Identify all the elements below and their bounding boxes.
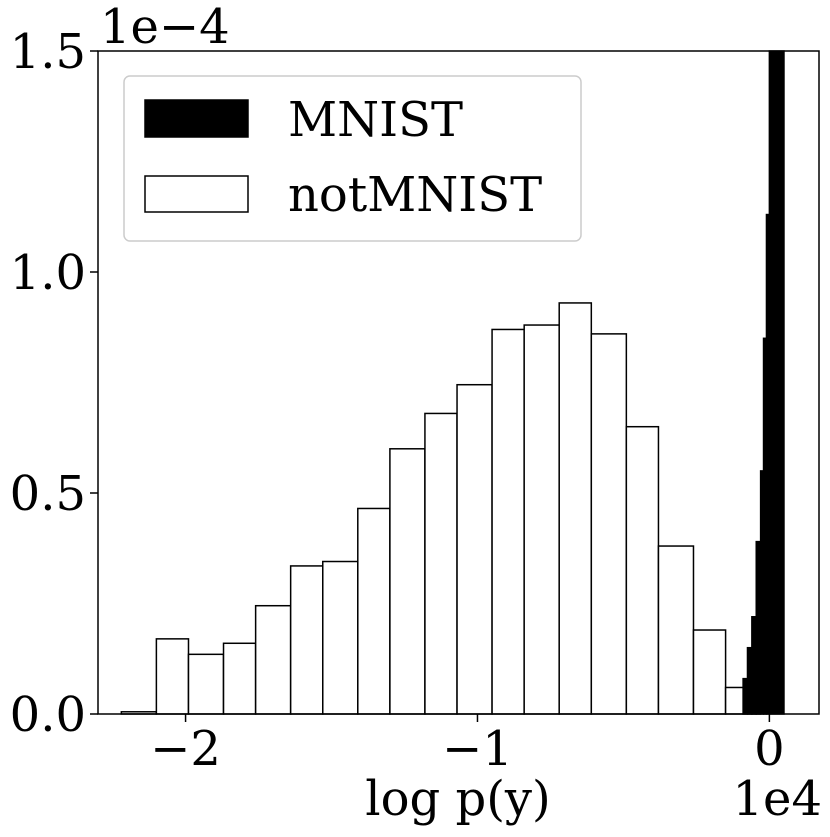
notmnist-bar	[254, 604, 292, 715]
notmnist-bar	[657, 545, 695, 715]
notmnist-bar	[590, 333, 628, 715]
y-tick-label: 1.5	[10, 24, 86, 80]
notmnist-bar	[222, 642, 257, 715]
y-scale-label: 1e−4	[100, 0, 230, 55]
notmnist-bar	[491, 328, 525, 715]
y-tick-label: 0.5	[10, 466, 86, 522]
notmnist-bar	[625, 425, 660, 715]
notmnist-bar	[456, 383, 493, 715]
notmnist-bar	[558, 302, 593, 715]
notmnist-bar	[155, 638, 190, 715]
notmnist-bar	[322, 560, 359, 715]
y-tick-label: 1.0	[10, 245, 86, 301]
legend-swatch-mnist	[144, 99, 249, 138]
legend-swatch-notmnist	[144, 175, 249, 213]
x-axis-label: log p(y)	[365, 771, 551, 827]
mnist-bar	[768, 50, 785, 715]
x-tick-label: −1	[442, 721, 513, 777]
x-tick-label: −2	[150, 721, 221, 777]
x-scale-label: 1e4	[733, 771, 822, 827]
mnist-bars	[742, 50, 785, 715]
notmnist-bar	[523, 324, 560, 715]
plot-frame	[97, 50, 820, 715]
x-tick-label: 0	[754, 721, 785, 777]
notmnist-bar	[692, 629, 727, 715]
notmnist-bar	[357, 507, 391, 715]
y-axis-ticks: 0.0 0.5 1.0 1.5	[10, 24, 98, 743]
y-tick-label: 0.0	[10, 687, 86, 743]
x-axis-ticks: −2 −1 0	[150, 714, 785, 777]
notmnist-bar	[389, 448, 426, 715]
legend-label-mnist: MNIST	[288, 92, 463, 148]
notmnist-bar	[289, 565, 324, 715]
notmnist-bar	[424, 412, 458, 715]
legend-label-notmnist: notMNIST	[288, 167, 542, 223]
notmnist-bars	[120, 302, 760, 715]
notmnist-bar	[187, 653, 225, 715]
legend: MNIST notMNIST	[123, 75, 582, 242]
